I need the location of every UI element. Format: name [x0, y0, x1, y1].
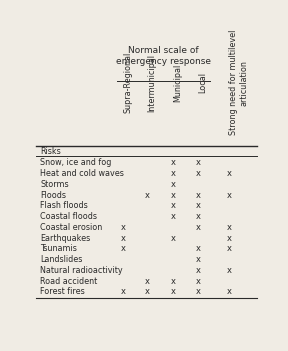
Text: x: x [145, 277, 150, 286]
Text: x: x [171, 180, 176, 189]
Text: Supra-Regional: Supra-Regional [123, 52, 132, 113]
Text: x: x [171, 158, 176, 167]
Text: Storms: Storms [40, 180, 69, 189]
Text: Municipal: Municipal [173, 64, 182, 102]
Text: x: x [171, 287, 176, 297]
Text: x: x [171, 201, 176, 210]
Text: x: x [227, 223, 232, 232]
Text: x: x [227, 266, 232, 275]
Text: x: x [195, 255, 200, 264]
Text: Natural radioactivity: Natural radioactivity [40, 266, 123, 275]
Text: Coastal floods: Coastal floods [40, 212, 97, 221]
Text: Earthquakes: Earthquakes [40, 234, 91, 243]
Text: Normal scale of
emergency response: Normal scale of emergency response [116, 46, 211, 66]
Text: x: x [227, 191, 232, 200]
Text: Snow, ice and fog: Snow, ice and fog [40, 158, 112, 167]
Text: Coastal erosion: Coastal erosion [40, 223, 103, 232]
Text: x: x [195, 201, 200, 210]
Text: x: x [195, 287, 200, 297]
Text: x: x [195, 244, 200, 253]
Text: Landslides: Landslides [40, 255, 83, 264]
Text: x: x [227, 234, 232, 243]
Text: x: x [227, 244, 232, 253]
Text: Road accident: Road accident [40, 277, 98, 286]
Text: x: x [195, 158, 200, 167]
Text: x: x [227, 169, 232, 178]
Text: Floods: Floods [40, 191, 67, 200]
Text: x: x [121, 223, 126, 232]
Text: x: x [121, 244, 126, 253]
Text: Heat and cold waves: Heat and cold waves [40, 169, 124, 178]
Text: x: x [195, 266, 200, 275]
Text: x: x [145, 191, 150, 200]
Text: x: x [195, 212, 200, 221]
Text: x: x [195, 277, 200, 286]
Text: x: x [171, 234, 176, 243]
Text: Flash floods: Flash floods [40, 201, 88, 210]
Text: Local: Local [198, 72, 207, 93]
Text: Forest fires: Forest fires [40, 287, 85, 297]
Text: Tsunamis: Tsunamis [40, 244, 77, 253]
Text: x: x [227, 287, 232, 297]
Text: x: x [195, 223, 200, 232]
Text: Risks: Risks [40, 147, 61, 155]
Text: x: x [121, 287, 126, 297]
Text: x: x [121, 234, 126, 243]
Text: x: x [195, 169, 200, 178]
Text: Intermunicipal: Intermunicipal [147, 54, 157, 112]
Text: x: x [195, 191, 200, 200]
Text: Strong need for multilevel
articulation: Strong need for multilevel articulation [229, 30, 249, 135]
Text: x: x [171, 277, 176, 286]
Text: x: x [145, 287, 150, 297]
Text: x: x [171, 169, 176, 178]
Text: x: x [171, 212, 176, 221]
Text: x: x [171, 191, 176, 200]
